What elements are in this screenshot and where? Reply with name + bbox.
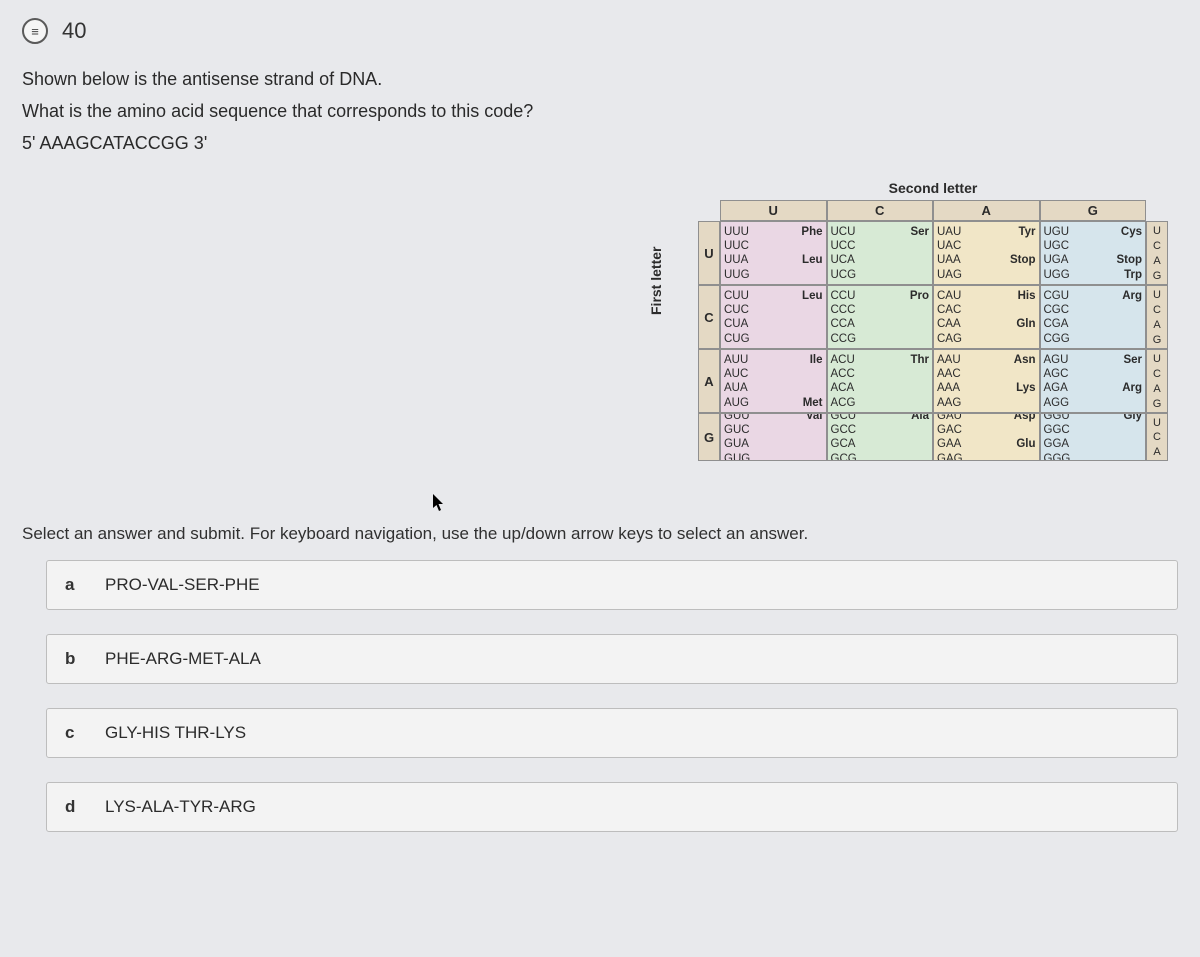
question-line-1: Shown below is the antisense strand of D… — [22, 66, 1178, 92]
row-header-G: G — [698, 413, 720, 461]
answer-letter: b — [65, 649, 83, 669]
question-number: 40 — [62, 18, 86, 44]
codon-cell-GU: GUUValGUC GUA GUG — [720, 413, 827, 461]
answer-text: LYS-ALA-TYR-ARG — [105, 797, 256, 817]
answer-letter: c — [65, 723, 83, 743]
codon-table: First letter Third letter Second letter … — [698, 180, 1168, 461]
col-header-A: A — [933, 200, 1040, 221]
codon-cell-AU: AUUIleAUC AUA AUGMet — [720, 349, 827, 413]
codon-cell-UG: UGUCysUGC UGAStopUGGTrp — [1040, 221, 1147, 285]
codon-cell-CA: CAUHisCAC CAAGlnCAG — [933, 285, 1040, 349]
codon-table-region: First letter Third letter Second letter … — [22, 170, 1178, 524]
answer-text: PHE-ARG-MET-ALA — [105, 649, 261, 669]
answer-letter: d — [65, 797, 83, 817]
col-header-U: U — [720, 200, 827, 221]
answer-letter: a — [65, 575, 83, 595]
codon-cell-UU: UUUPheUUC UUALeuUUG — [720, 221, 827, 285]
question-header: ≡ 40 — [22, 18, 1178, 44]
answer-list: a PRO-VAL-SER-PHE b PHE-ARG-MET-ALA c GL… — [22, 560, 1178, 832]
cursor-icon — [432, 493, 446, 518]
codon-cell-AC: ACUThrACC ACA ACG — [827, 349, 934, 413]
codon-cell-GA: GAUAspGAC GAAGluGAG — [933, 413, 1040, 461]
codon-cell-GG: GGUGlyGGC GGA GGG — [1040, 413, 1147, 461]
codon-cell-GC: GCUAlaGCC GCA GCG — [827, 413, 934, 461]
codon-cell-AG: AGUSerAGC AGAArgAGG — [1040, 349, 1147, 413]
third-letter-col-C: UCAG — [1146, 285, 1168, 349]
col-header-G: G — [1040, 200, 1147, 221]
codon-cell-CG: CGUArgCGC CGA CGG — [1040, 285, 1147, 349]
list-icon[interactable]: ≡ — [22, 18, 48, 44]
first-letter-label: First letter — [648, 246, 664, 314]
answer-text: PRO-VAL-SER-PHE — [105, 575, 260, 595]
codon-cell-UC: UCUSerUCC UCA UCG — [827, 221, 934, 285]
codon-cell-CC: CCUProCCC CCA CCG — [827, 285, 934, 349]
answer-option-a[interactable]: a PRO-VAL-SER-PHE — [46, 560, 1178, 610]
second-letter-label: Second letter — [698, 180, 1168, 196]
instruction-text: Select an answer and submit. For keyboar… — [22, 524, 1178, 544]
answer-option-b[interactable]: b PHE-ARG-MET-ALA — [46, 634, 1178, 684]
answer-option-d[interactable]: d LYS-ALA-TYR-ARG — [46, 782, 1178, 832]
answer-text: GLY-HIS THR-LYS — [105, 723, 246, 743]
row-header-A: A — [698, 349, 720, 413]
codon-cell-UA: UAUTyrUAC UAAStopUAG — [933, 221, 1040, 285]
question-sequence: 5' AAAGCATACCGG 3' — [22, 130, 1178, 156]
codon-cell-CU: CUULeuCUC CUA CUG — [720, 285, 827, 349]
answer-option-c[interactable]: c GLY-HIS THR-LYS — [46, 708, 1178, 758]
third-letter-col-G: UCA — [1146, 413, 1168, 461]
row-header-U: U — [698, 221, 720, 285]
codon-cell-AA: AAUAsnAAC AAALysAAG — [933, 349, 1040, 413]
third-letter-col-U: UCAG — [1146, 221, 1168, 285]
col-header-C: C — [827, 200, 934, 221]
row-header-C: C — [698, 285, 720, 349]
question-line-2: What is the amino acid sequence that cor… — [22, 98, 1178, 124]
third-letter-col-A: UCAG — [1146, 349, 1168, 413]
